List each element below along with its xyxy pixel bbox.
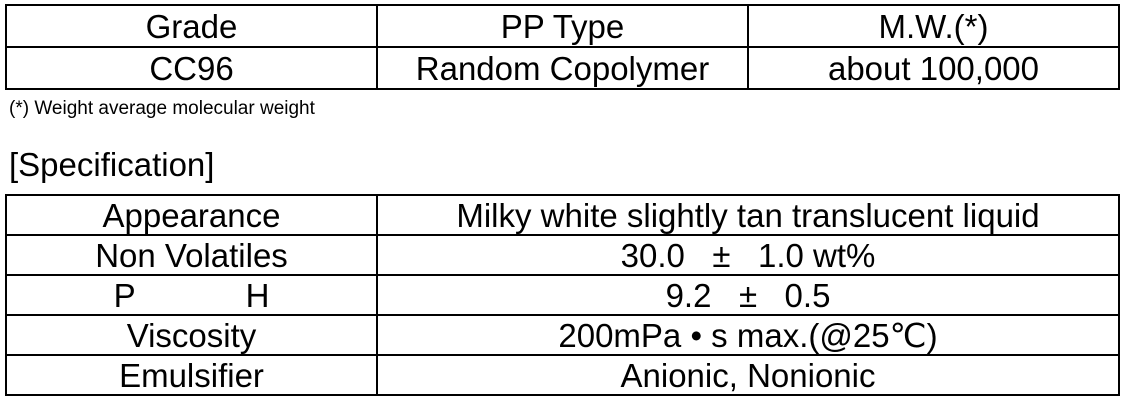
grade-table: Grade PP Type M.W.(*) CC96 Random Copoly… [5,4,1120,90]
pp-type-value-cell: Random Copolymer [376,46,749,90]
grade-table-header-row: Grade PP Type M.W.(*) [5,4,1120,48]
spec-label-cell: Emulsifier [5,354,378,396]
spec-value-cell: 9.2 ± 0.5 [376,274,1120,316]
spec-label-cell: Appearance [5,194,378,236]
table-row: Non Volatiles 30.0 ± 1.0 wt% [5,234,1120,276]
spec-value-cell: Anionic, Nonionic [376,354,1120,396]
table-row: P H 9.2 ± 0.5 [5,274,1120,316]
spec-label-cell: Non Volatiles [5,234,378,276]
mw-value-cell: about 100,000 [747,46,1120,90]
specification-table: Appearance Milky white slightly tan tran… [5,194,1120,396]
spec-label-cell: Viscosity [5,314,378,356]
spec-value-cell: 200mPa • s max.(@25℃) [376,314,1120,356]
table-row: Appearance Milky white slightly tan tran… [5,194,1120,236]
table-row: Viscosity 200mPa • s max.(@25℃) [5,314,1120,356]
mw-header-cell: M.W.(*) [747,4,1120,48]
table-row: Emulsifier Anionic, Nonionic [5,354,1120,396]
spec-value-cell: Milky white slightly tan translucent liq… [376,194,1120,236]
grade-header-cell: Grade [5,4,378,48]
spec-value-cell: 30.0 ± 1.0 wt% [376,234,1120,276]
section-heading: [Specification] [9,146,215,183]
spec-label-cell: P H [5,274,378,316]
grade-table-data-row: CC96 Random Copolymer about 100,000 [5,46,1120,90]
grade-value-cell: CC96 [5,46,378,90]
pp-type-header-cell: PP Type [376,4,749,48]
footnote: (*) Weight average molecular weight [9,98,315,119]
